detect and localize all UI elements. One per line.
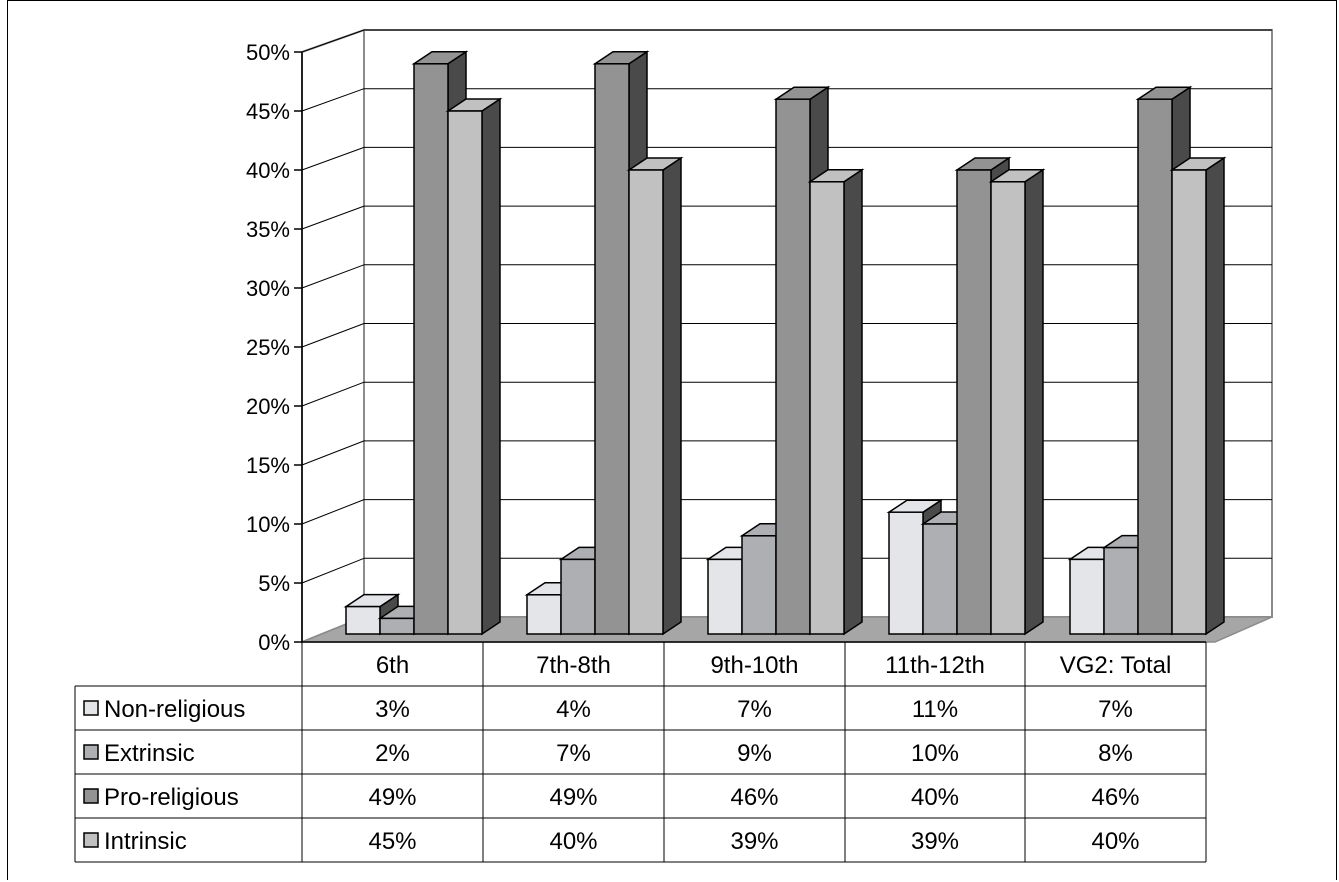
data-label: 46% [1091, 784, 1139, 811]
bar-side [843, 168, 863, 636]
data-label: 10% [911, 740, 959, 767]
bar-front [1171, 169, 1207, 635]
gridline-side [301, 88, 365, 112]
data-label: 3% [375, 696, 410, 723]
y-tick-label: 15% [246, 453, 290, 478]
gridline-side [301, 29, 365, 53]
data-label: 8% [1098, 740, 1133, 767]
data-label: 40% [911, 784, 959, 811]
bar-front [888, 511, 924, 635]
y-tick-label: 20% [246, 394, 290, 419]
bar-front [990, 181, 1026, 635]
data-label: 7% [737, 696, 772, 723]
bar-side [1205, 156, 1225, 636]
data-label: 7% [556, 740, 591, 767]
bar-side [662, 156, 682, 636]
legend-swatch [83, 744, 99, 760]
bar [626, 156, 684, 636]
data-label: 40% [549, 828, 597, 855]
data-label: 39% [911, 828, 959, 855]
y-tick-label: 0% [258, 630, 290, 655]
bar-front [809, 181, 845, 635]
data-label: 11% [912, 696, 958, 723]
category-label: 7th-8th [536, 652, 611, 679]
chart-frame [7, 0, 1337, 880]
gridline-side [301, 205, 365, 230]
data-label: 39% [730, 828, 778, 855]
legend-swatch [83, 788, 99, 804]
bar [1169, 156, 1227, 636]
gridline-side [301, 557, 365, 584]
category-label: VG2: Total [1060, 652, 1172, 679]
gridline-side [301, 146, 365, 171]
y-tick-label: 40% [246, 158, 290, 183]
bar [988, 168, 1046, 636]
y-tick-label: 35% [246, 217, 290, 242]
bar-front [526, 594, 562, 635]
data-label: 40% [1091, 828, 1139, 855]
series-label: Pro-religious [104, 784, 239, 811]
bar [807, 168, 865, 636]
data-table: 6th 7th-8th 9th-10th 11th-12th VG2: Total Non… [74, 641, 1207, 863]
series-label: Non-religious [104, 696, 245, 723]
category-label: 11th-12th [885, 652, 985, 679]
series-label: Intrinsic [104, 828, 187, 855]
category-label: 6th [376, 652, 409, 679]
bar-front [413, 63, 449, 635]
bar [445, 97, 503, 636]
data-label: 9% [737, 740, 772, 767]
category-label: 9th-10th [710, 652, 798, 679]
data-label: 7% [1098, 696, 1133, 723]
bar-front [628, 169, 664, 635]
gridline-side [301, 440, 365, 466]
y-tick-label: 10% [246, 512, 290, 537]
gridline-side [301, 381, 365, 407]
bar-front [922, 523, 958, 635]
bars [343, 50, 1227, 636]
y-axis: 0% 5% 10% 15% 20% 25% 30% 35% 40% 45% 50% [246, 40, 303, 655]
bar-side [1024, 168, 1044, 636]
bar-front [741, 535, 777, 635]
bar-front [1069, 558, 1105, 635]
bar-front [379, 617, 415, 635]
bar-front [447, 110, 483, 635]
y-tick-label: 45% [246, 99, 290, 124]
data-label: 46% [730, 784, 778, 811]
bar-front [1103, 546, 1139, 635]
bar-front [775, 98, 811, 635]
bar-side [481, 97, 501, 636]
data-label: 49% [549, 784, 597, 811]
data-label: 2% [375, 740, 410, 767]
y-tick-label: 25% [246, 335, 290, 360]
gridline-side [301, 499, 365, 525]
bar-front [560, 558, 596, 635]
y-tick-label: 30% [246, 276, 290, 301]
bar-front [345, 605, 381, 635]
legend-swatch [83, 832, 99, 848]
data-label: 45% [368, 828, 416, 855]
bar-front [594, 63, 630, 635]
gridline-side [301, 323, 365, 348]
y-tick-label: 5% [258, 571, 290, 596]
y-tick-label: 50% [246, 40, 290, 65]
legend-swatch [83, 700, 99, 716]
side-wall [301, 28, 365, 644]
bar-front [707, 558, 743, 635]
gridline-side [301, 264, 365, 289]
series-label: Extrinsic [104, 740, 195, 767]
data-label: 4% [556, 696, 591, 723]
bar-front [1137, 98, 1173, 635]
data-label: 49% [368, 784, 416, 811]
bar-front [956, 169, 992, 635]
